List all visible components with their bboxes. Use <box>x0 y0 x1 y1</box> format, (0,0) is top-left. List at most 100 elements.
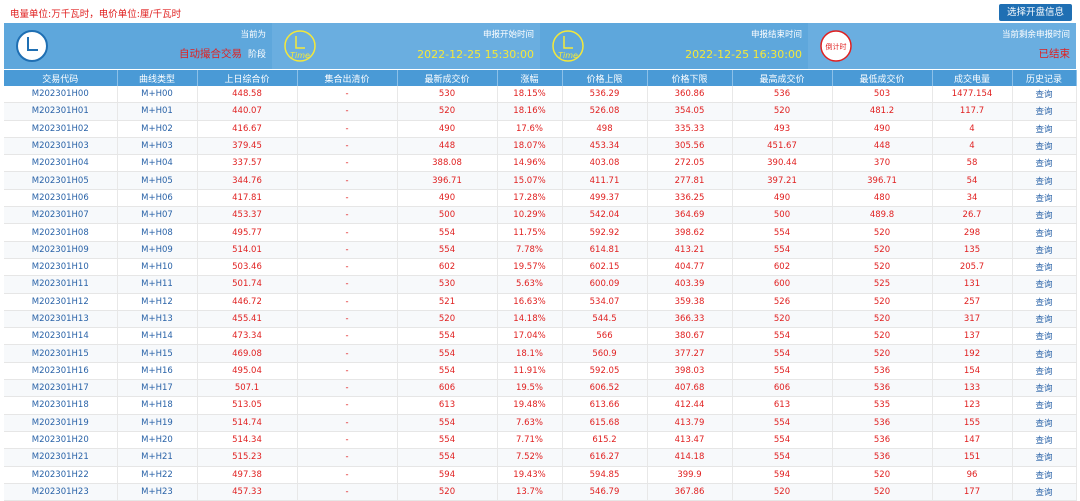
column-header-price-upper: 价格上限 <box>562 70 648 86</box>
cell-price-lower: 364.69 <box>647 206 733 225</box>
history-query-link[interactable]: 查询 <box>1012 258 1077 277</box>
column-header-clearing-price: 集合出清价 <box>297 70 398 86</box>
cell-high-price: 554 <box>732 344 833 363</box>
cell-prev-day-price: 457.33 <box>197 483 298 501</box>
cell-clearing-price: - <box>297 448 398 467</box>
cell-high-price: 554 <box>732 431 833 450</box>
unit-note: 电量单位:万千瓦时，电价单位:厘/千瓦时 <box>10 9 182 20</box>
cell-clearing-price: - <box>297 327 398 346</box>
svg-text:倒计时: 倒计时 <box>826 42 847 51</box>
history-query-link[interactable]: 查询 <box>1012 120 1077 138</box>
cell-price-upper: 566 <box>562 327 648 346</box>
cell-low-price: 520 <box>832 293 933 311</box>
cell-latest-price: 520 <box>397 483 498 501</box>
cell-latest-price: 490 <box>397 120 498 138</box>
cell-curve-type: M+H14 <box>117 327 198 346</box>
history-query-link[interactable]: 查询 <box>1012 275 1077 294</box>
history-query-link[interactable]: 查询 <box>1012 466 1077 484</box>
panel-value: 自动撮合交易 阶段 <box>178 48 266 60</box>
cell-price-lower: 380.67 <box>647 327 733 346</box>
current-phase-panel: 当前为 自动撮合交易 阶段 <box>4 23 272 69</box>
cell-price-lower: 336.25 <box>647 189 733 208</box>
cell-trade-code: M202301H13 <box>4 310 118 329</box>
cell-price-lower: 354.05 <box>647 102 733 121</box>
column-header-price-lower: 价格下限 <box>647 70 733 86</box>
cell-low-price: 536 <box>832 379 933 398</box>
cell-trade-code: M202301H12 <box>4 293 118 311</box>
history-query-link[interactable]: 查询 <box>1012 448 1077 467</box>
history-query-link[interactable]: 查询 <box>1012 223 1077 242</box>
cell-price-lower: 359.38 <box>647 293 733 311</box>
history-query-link[interactable]: 查询 <box>1012 396 1077 415</box>
cell-latest-price: 554 <box>397 344 498 363</box>
history-query-link[interactable]: 查询 <box>1012 137 1077 156</box>
cell-curve-type: M+H05 <box>117 171 198 190</box>
cell-low-price: 536 <box>832 448 933 467</box>
history-query-link[interactable]: 查询 <box>1012 483 1077 501</box>
history-query-link[interactable]: 查询 <box>1012 241 1077 259</box>
cell-curve-type: M+H08 <box>117 223 198 242</box>
cell-price-upper: 534.07 <box>562 293 648 311</box>
cell-curve-type: M+H18 <box>117 396 198 415</box>
table-row: M202301H21 M+H21 515.23-554 7.52% 616.27 414.… <box>4 448 1077 467</box>
cell-trade-code: M202301H08 <box>4 223 118 242</box>
cell-high-price: 493 <box>732 120 833 138</box>
cell-low-price: 520 <box>832 310 933 329</box>
history-query-link[interactable]: 查询 <box>1012 86 1077 104</box>
panel-value: 已结束 <box>1038 48 1071 60</box>
cell-price-upper: 602.15 <box>562 258 648 277</box>
history-query-link[interactable]: 查询 <box>1012 293 1077 311</box>
cell-price-upper: 614.81 <box>562 241 648 259</box>
cell-prev-day-price: 514.01 <box>197 241 298 259</box>
history-query-link[interactable]: 查询 <box>1012 431 1077 450</box>
cell-trade-code: M202301H10 <box>4 258 118 277</box>
start-time-panel: Time 申报开始时间 2022-12-25 15:30:00 <box>272 23 540 69</box>
history-query-link[interactable]: 查询 <box>1012 189 1077 208</box>
cell-latest-price: 448 <box>397 137 498 156</box>
cell-volume: 96 <box>932 466 1013 484</box>
cell-volume: 26.7 <box>932 206 1013 225</box>
history-query-link[interactable]: 查询 <box>1012 379 1077 398</box>
cell-clearing-price: - <box>297 362 398 381</box>
cell-price-lower: 272.05 <box>647 154 733 173</box>
table-row: M202301H18 M+H18 513.05-613 19.48% 613.66 412… <box>4 396 1077 415</box>
history-query-link[interactable]: 查询 <box>1012 344 1077 363</box>
cell-volume: 58 <box>932 154 1013 173</box>
trade-table: 交易代码 曲线类型 上日综合价 集合出清价 最新成交价 涨幅 价格上限 价格下限 最高成交价 最低… <box>4 70 1077 501</box>
history-query-link[interactable]: 查询 <box>1012 206 1077 225</box>
cell-low-price: 525 <box>832 275 933 294</box>
cell-trade-code: M202301H03 <box>4 137 118 156</box>
cell-price-lower: 367.86 <box>647 483 733 501</box>
history-query-link[interactable]: 查询 <box>1012 362 1077 381</box>
cell-price-lower: 366.33 <box>647 310 733 329</box>
cell-trade-code: M202301H05 <box>4 171 118 190</box>
cell-clearing-price: - <box>297 258 398 277</box>
cell-latest-price: 554 <box>397 241 498 259</box>
cell-change: 11.75% <box>497 223 563 242</box>
cell-clearing-price: - <box>297 344 398 363</box>
history-query-link[interactable]: 查询 <box>1012 414 1077 432</box>
trade-table-container: 交易代码 曲线类型 上日综合价 集合出清价 最新成交价 涨幅 价格上限 价格下限 最高成交价 最低… <box>4 70 1077 501</box>
cell-curve-type: M+H15 <box>117 344 198 363</box>
cell-trade-code: M202301H15 <box>4 344 118 363</box>
svg-text:Time: Time <box>290 51 310 60</box>
cell-price-upper: 613.66 <box>562 396 648 415</box>
cell-price-upper: 498 <box>562 120 648 138</box>
cell-low-price: 448 <box>832 137 933 156</box>
top-bar: 电量单位:万千瓦时，电价单位:厘/千瓦时 选择开盘信息 <box>0 0 1080 22</box>
select-opening-info-button[interactable]: 选择开盘信息 <box>998 4 1072 21</box>
svg-text:Time: Time <box>558 51 578 60</box>
history-query-link[interactable]: 查询 <box>1012 102 1077 121</box>
history-query-link[interactable]: 查询 <box>1012 327 1077 346</box>
cell-latest-price: 530 <box>397 86 498 104</box>
history-query-link[interactable]: 查询 <box>1012 310 1077 329</box>
cell-price-upper: 616.27 <box>562 448 648 467</box>
cell-high-price: 536 <box>732 86 833 104</box>
history-query-link[interactable]: 查询 <box>1012 154 1077 173</box>
cell-clearing-price: - <box>297 102 398 121</box>
history-query-link[interactable]: 查询 <box>1012 171 1077 190</box>
cell-clearing-price: - <box>297 414 398 432</box>
column-header-low-price: 最低成交价 <box>832 70 933 86</box>
cell-change: 18.16% <box>497 102 563 121</box>
cell-change: 18.1% <box>497 344 563 363</box>
